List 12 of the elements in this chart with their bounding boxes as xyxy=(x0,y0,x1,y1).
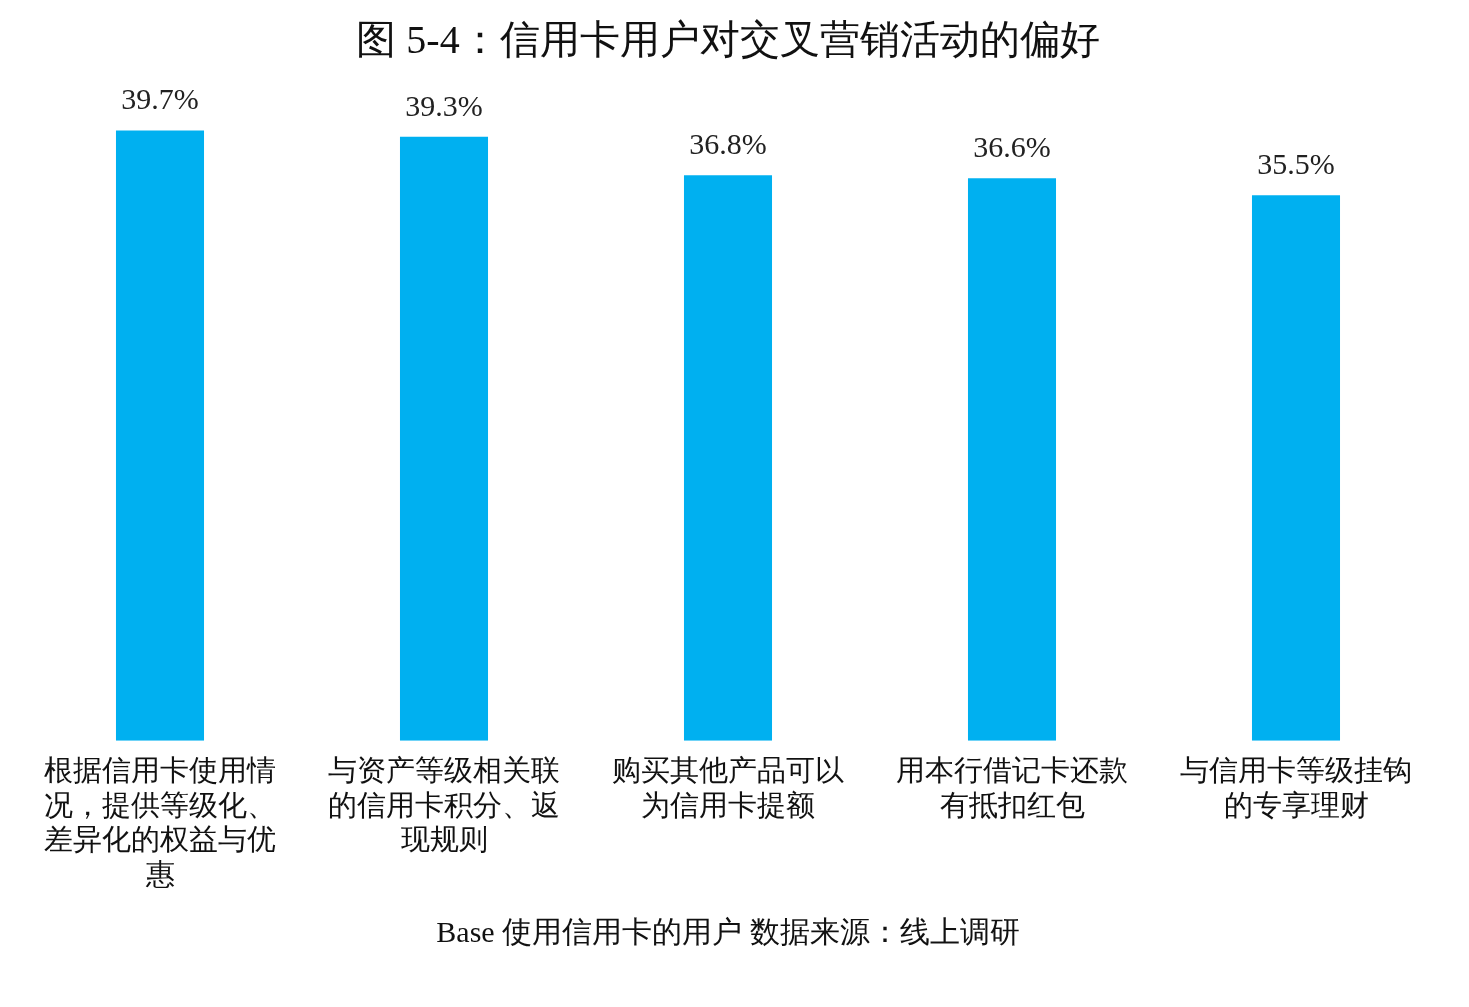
chart-title: 图 5-4：信用卡用户对交叉营销活动的偏好 xyxy=(356,16,1100,62)
x-tick-label: 购买其他产品可以为信用卡提额 xyxy=(612,753,844,821)
data-label: 39.7% xyxy=(121,82,199,116)
data-label: 36.8% xyxy=(689,127,767,161)
text: Base 使用信用卡的用户 数据来源：线上调研 xyxy=(435,914,1021,950)
x-tick-label: 与资产等级相关联的信用卡积分、返现规则 xyxy=(328,753,560,856)
data-label: 36.6% xyxy=(973,130,1051,164)
x-tick-label: 根据信用卡使用情况，提供等级化、差异化的权益与优惠 xyxy=(44,753,276,891)
x-tick-label: 用本行借记卡还款有抵扣红包 xyxy=(896,753,1128,821)
data-label: 35.5% xyxy=(1257,147,1335,181)
data-label: 39.3% xyxy=(405,88,483,122)
x-tick-label: 与信用卡等级挂钩的专享理财 xyxy=(1180,753,1412,821)
